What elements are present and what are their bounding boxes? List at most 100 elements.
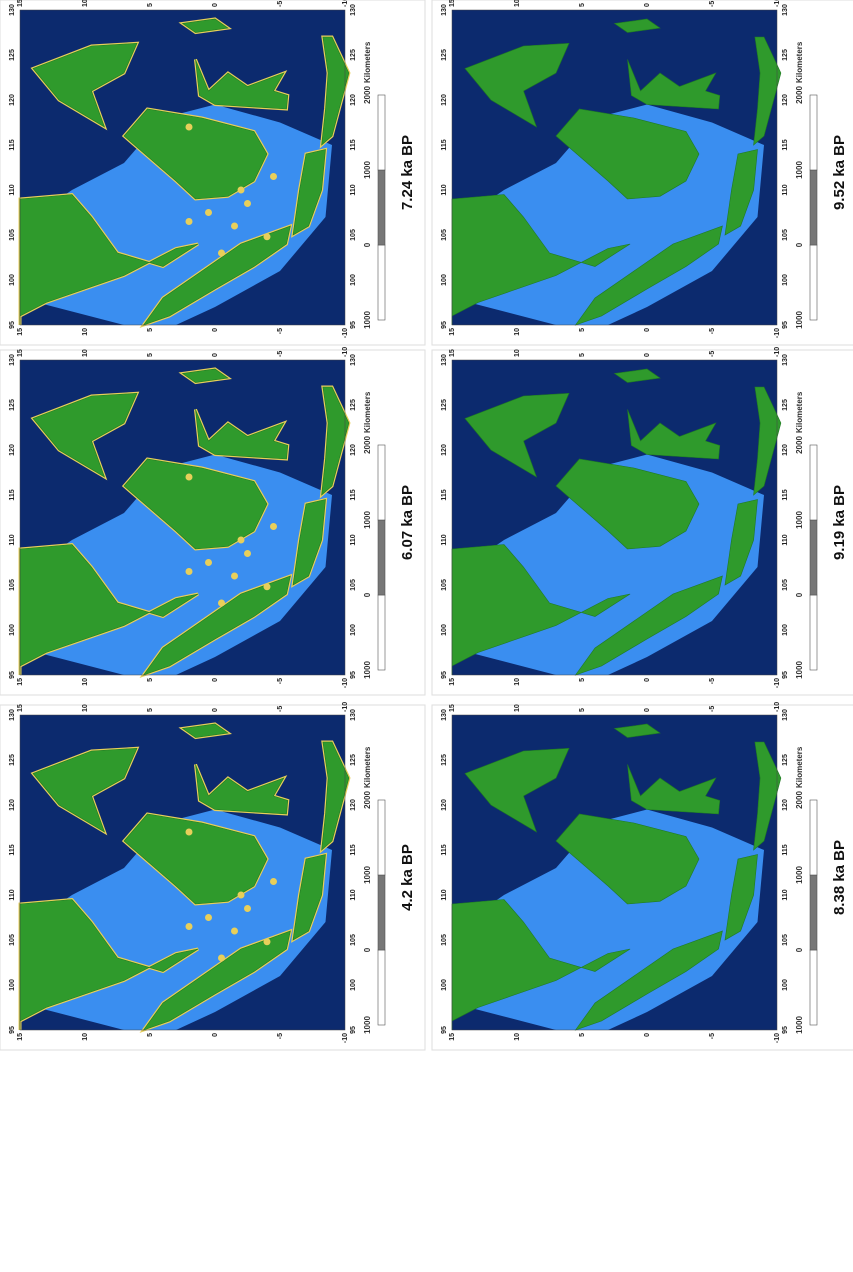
longitude-label: 100 [441, 274, 448, 286]
land [753, 386, 782, 496]
latitude-label: 0 [644, 328, 651, 332]
land [451, 194, 631, 325]
scale-unit: Kilometers [363, 391, 372, 433]
land [181, 18, 229, 33]
longitude-label: 110 [9, 184, 16, 195]
longitude-label: 115 [441, 844, 448, 855]
latitude-label: 10 [514, 349, 521, 357]
land [724, 854, 758, 941]
land [321, 741, 350, 851]
island [237, 891, 245, 899]
longitude-label: 125 [441, 49, 448, 61]
latitude-label: -5 [709, 706, 716, 712]
longitude-label: 100 [782, 624, 789, 636]
panel-frame [0, 0, 426, 346]
scale-bar-segment [377, 874, 386, 951]
longitude-label: 130 [9, 709, 16, 721]
longitude-label: 125 [782, 399, 789, 411]
latitude-label: -10 [774, 1033, 781, 1043]
latitude-label: 10 [82, 349, 89, 357]
land [19, 899, 199, 1030]
scale-bar-segment [809, 949, 818, 1026]
land [724, 149, 758, 236]
island [263, 583, 271, 591]
latitude-label: -5 [277, 351, 284, 357]
panel-frame [431, 704, 853, 1051]
longitude-label: 100 [350, 979, 357, 991]
latitude-label: -5 [277, 328, 284, 334]
scale-bar-segment [809, 519, 818, 596]
longitude-label: 125 [441, 399, 448, 411]
longitude-label: 110 [441, 534, 448, 545]
latitude-label: -5 [709, 1, 716, 7]
longitude-label: 95 [9, 321, 16, 329]
longitude-label: 105 [350, 934, 357, 946]
scale-bar-segment [809, 94, 818, 171]
panel-title: 9.52 ka BP [831, 135, 848, 210]
latitude-label: 5 [579, 1033, 586, 1037]
scale-label: 2000 [363, 86, 372, 104]
longitude-label: 115 [782, 844, 789, 855]
longitude-label: 125 [9, 49, 16, 61]
latitude-label: -5 [277, 1, 284, 7]
latitude-label: 0 [644, 3, 651, 7]
longitude-label: 100 [782, 979, 789, 991]
latitude-label: 5 [579, 678, 586, 682]
map-border [19, 359, 346, 676]
land [195, 409, 289, 460]
scale-bar-segment [377, 94, 386, 171]
island [231, 927, 238, 935]
scale-label: 1000 [363, 866, 372, 884]
island [270, 523, 277, 530]
longitude-label: 120 [350, 444, 357, 456]
latitude-label: -10 [342, 1033, 349, 1043]
latitude-label: 15 [17, 1033, 24, 1041]
panel-title: 4.2 ka BP [399, 844, 416, 911]
scale-bar-segment [809, 169, 818, 246]
longitude-label: 95 [441, 321, 448, 329]
island [218, 599, 225, 607]
longitude-label: 110 [350, 889, 357, 900]
scale-bar-segment [377, 799, 386, 876]
latitude-label: -10 [774, 0, 781, 7]
map-border [451, 9, 778, 326]
latitude-label: 5 [579, 3, 586, 7]
longitude-label: 120 [782, 94, 789, 106]
land [142, 575, 291, 676]
latitude-label: -5 [709, 678, 716, 684]
island [270, 878, 277, 885]
latitude-label: -10 [342, 347, 349, 357]
scale-bar-segment [377, 244, 386, 321]
scale-bar-segment [377, 519, 386, 596]
land [292, 854, 326, 941]
longitude-label: 95 [441, 1026, 448, 1034]
scale-label: 2000 [363, 791, 372, 809]
longitude-label: 100 [9, 979, 16, 991]
longitude-label: 120 [441, 799, 448, 811]
scale-bar-segment [809, 244, 818, 321]
longitude-label: 105 [350, 229, 357, 241]
latitude-label: 0 [212, 678, 219, 682]
latitude-label: -5 [277, 706, 284, 712]
longitude-label: 115 [441, 489, 448, 500]
longitude-label: 115 [9, 139, 16, 150]
longitude-label: 125 [441, 754, 448, 766]
scale-bar-segment [809, 594, 818, 671]
scale-label: 2000 [795, 436, 804, 454]
latitude-label: 0 [644, 353, 651, 357]
scale-label: 1000 [795, 1016, 804, 1034]
land [574, 930, 723, 1031]
latitude-label: 0 [212, 1033, 219, 1037]
longitude-label: 120 [441, 444, 448, 456]
longitude-label: 125 [9, 399, 16, 411]
longitude-label: 115 [350, 844, 357, 855]
island [218, 954, 225, 962]
scale-label: 1000 [363, 511, 372, 529]
latitude-label: 5 [579, 353, 586, 357]
latitude-label: 5 [147, 678, 154, 682]
land [142, 225, 291, 326]
scale-label: 2000 [795, 86, 804, 104]
scale-label: 1000 [363, 661, 372, 679]
longitude-label: 120 [350, 799, 357, 811]
